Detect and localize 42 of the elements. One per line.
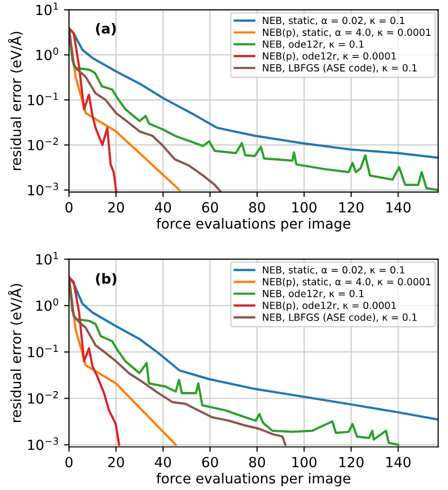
x-tick-label: 100: [292, 456, 316, 468]
y-tick-label: 10$^{−3}$: [28, 437, 58, 450]
legend-label: NEB(p), static, α = 4.0, κ = 0.0001: [262, 278, 430, 288]
x-tick-label: 40: [154, 202, 171, 213]
y-axis-title: residual error (eV/Å): [8, 284, 23, 422]
annotation: (b): [96, 273, 116, 286]
y-axis-title: residual error (eV/Å): [8, 32, 23, 170]
y-tick-label: 10$^{−1}$: [28, 92, 58, 106]
y-tick-label: 10$^{1}$: [36, 2, 58, 16]
x-tick-label: 80: [249, 202, 266, 213]
x-tick-label: 100: [292, 202, 316, 213]
annotation: (a): [96, 22, 116, 36]
legend-label: NEB(p), ode12r, κ = 0.0001: [262, 302, 396, 311]
legend-label: NEB, static, α = 0.02, κ = 0.1: [262, 16, 404, 26]
legend-label: NEB, ode12r, κ = 0.1: [262, 40, 364, 49]
legend-label: NEB, ode12r, κ = 0.1: [262, 290, 364, 298]
legend-label: NEB(p), static, α = 4.0, κ = 0.0001: [262, 28, 430, 38]
x-tick-label: 40: [154, 456, 171, 468]
y-tick-label: 10$^{−1}$: [28, 344, 58, 358]
x-tick-label: 0: [65, 456, 72, 468]
x-tick-label: 60: [202, 202, 218, 213]
y-tick-label: 10$^{1}$: [36, 252, 58, 265]
x-tick-label: 0: [65, 202, 72, 213]
x-tick-label: 120: [339, 202, 364, 213]
legend-label: NEB, LBFGS (ASE code), κ = 0.1: [262, 313, 417, 322]
legend-label: NEB(p), ode12r, κ = 0.0001: [262, 52, 396, 62]
x-tick-label: 80: [249, 456, 266, 468]
x-axis-title: force evaluations per image: [156, 472, 350, 486]
y-tick-label: 10$^{0}$: [36, 298, 58, 311]
x-axis-title: force evaluations per image: [156, 218, 350, 232]
y-tick-label: 10$^{−2}$: [28, 391, 58, 404]
legend-label: NEB, LBFGS (ASE code), κ = 0.1: [262, 64, 417, 73]
y-tick-label: 10$^{−3}$: [28, 182, 58, 196]
x-tick-label: 20: [108, 202, 124, 213]
x-tick-label: 140: [386, 202, 411, 213]
x-tick-label: 120: [339, 456, 364, 468]
x-tick-label: 140: [386, 456, 411, 468]
y-tick-label: 10$^{−2}$: [28, 138, 58, 150]
y-tick-label: 10$^{0}$: [36, 47, 58, 60]
x-tick-label: 60: [202, 456, 218, 468]
x-tick-label: 20: [108, 456, 124, 468]
legend-label: NEB, static, α = 0.02, κ = 0.1: [262, 266, 404, 275]
